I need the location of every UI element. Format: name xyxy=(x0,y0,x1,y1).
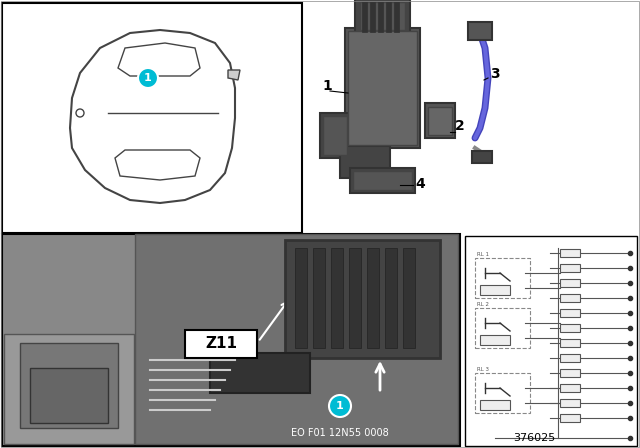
Polygon shape xyxy=(70,30,235,203)
Bar xyxy=(560,354,580,362)
Bar xyxy=(348,31,417,145)
Bar xyxy=(367,248,379,348)
Text: RL 3: RL 3 xyxy=(477,367,489,372)
Bar xyxy=(468,22,492,40)
Text: RL 1: RL 1 xyxy=(477,252,489,257)
Bar xyxy=(370,2,375,32)
Bar xyxy=(560,399,580,407)
Bar xyxy=(349,248,361,348)
Bar xyxy=(475,308,530,348)
Bar xyxy=(285,240,440,358)
Bar xyxy=(465,236,637,446)
Bar xyxy=(560,414,580,422)
Bar xyxy=(428,107,452,135)
Bar xyxy=(331,248,343,348)
Bar xyxy=(560,324,580,332)
Bar xyxy=(30,368,108,423)
Bar xyxy=(320,113,350,158)
Polygon shape xyxy=(228,70,240,80)
Text: 1: 1 xyxy=(144,73,152,83)
Bar xyxy=(135,234,458,444)
Text: Z11: Z11 xyxy=(205,336,237,350)
Bar xyxy=(560,279,580,287)
Bar xyxy=(394,2,399,32)
Bar xyxy=(355,0,410,33)
Polygon shape xyxy=(115,150,200,180)
Bar xyxy=(386,2,391,32)
Bar xyxy=(560,249,580,257)
Bar xyxy=(4,334,134,444)
Text: 1: 1 xyxy=(322,79,332,93)
Bar xyxy=(560,339,580,347)
Bar xyxy=(360,2,405,30)
Circle shape xyxy=(329,395,351,417)
Bar xyxy=(425,103,455,138)
Bar xyxy=(560,384,580,392)
Text: 3: 3 xyxy=(490,67,500,81)
Bar xyxy=(323,116,347,155)
Bar xyxy=(350,168,415,193)
Text: 1: 1 xyxy=(336,401,344,411)
Bar xyxy=(340,146,390,178)
Bar xyxy=(295,248,307,348)
Text: 2: 2 xyxy=(455,119,465,133)
Text: RL 2: RL 2 xyxy=(477,302,489,307)
Bar xyxy=(475,258,530,298)
Bar xyxy=(475,373,530,413)
Bar xyxy=(403,248,415,348)
Bar xyxy=(2,234,460,446)
Text: EO F01 12N55 0008: EO F01 12N55 0008 xyxy=(291,428,389,438)
Bar xyxy=(560,264,580,272)
Text: 4: 4 xyxy=(415,177,425,191)
Bar xyxy=(480,400,510,410)
Bar xyxy=(480,285,510,295)
Bar xyxy=(385,248,397,348)
Bar xyxy=(560,294,580,302)
Bar xyxy=(353,171,412,190)
Bar xyxy=(2,3,302,233)
Bar xyxy=(472,151,492,163)
Text: 376025: 376025 xyxy=(513,433,555,443)
Polygon shape xyxy=(118,43,200,76)
Bar xyxy=(210,353,310,393)
Bar xyxy=(560,309,580,317)
Circle shape xyxy=(76,109,84,117)
Bar xyxy=(185,330,257,358)
Bar xyxy=(480,335,510,345)
Circle shape xyxy=(138,68,158,88)
Bar xyxy=(378,2,383,32)
Bar xyxy=(345,28,420,148)
Bar xyxy=(20,343,118,428)
Bar xyxy=(362,2,367,32)
Bar xyxy=(560,369,580,377)
Bar xyxy=(313,248,325,348)
